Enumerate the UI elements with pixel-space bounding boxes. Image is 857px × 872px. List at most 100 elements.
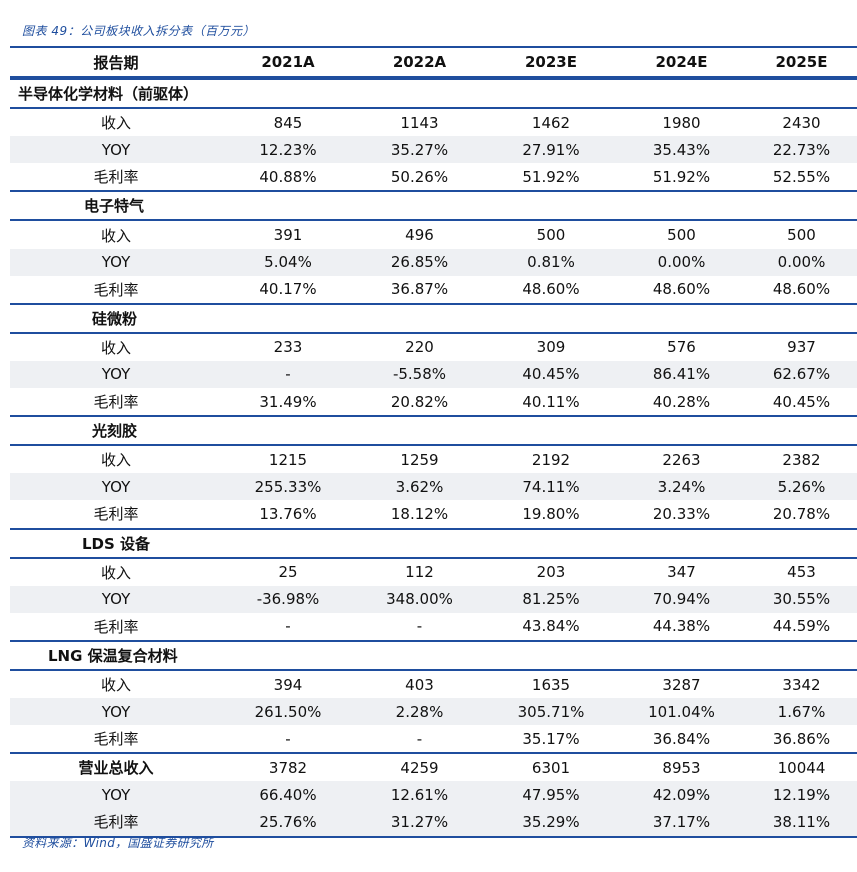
value-cell: 66.40% [259,785,317,804]
source-note: 资料来源：Wind，国盛证券研究所 [22,836,214,850]
value-cell: 12.19% [772,785,831,804]
value-cell: 31.49% [259,392,317,411]
value-cell: 13.76% [259,504,317,523]
value-cell: 203 [536,563,566,582]
value-cell: 1635 [531,675,571,694]
table-row: YOY 12.23% 35.27% 27.91% 35.43% 22.73% [10,136,857,164]
row-label: YOY [101,785,131,804]
header-cell: 2021A [261,53,315,71]
value-cell: 1462 [531,113,571,132]
value-cell: 81.25% [522,590,580,609]
row-label: 毛利率 [93,168,139,187]
row-label: 毛利率 [93,280,139,299]
value-cell: 35.27% [390,140,449,159]
value-cell: 43.84% [522,617,580,636]
header-cell: 2023E [525,53,577,71]
row-label: 营业总收入 [78,759,154,778]
value-cell: 20.78% [772,504,831,523]
value-cell: 261.50% [254,702,322,721]
row-label: 收入 [100,114,131,133]
value-cell: 2263 [662,450,701,469]
value-cell: 233 [273,338,303,357]
section-header-row: 硅微粉 [10,302,857,334]
value-cell: - [285,729,291,748]
table-row: 收入 391 496 500 500 500 [10,221,857,248]
value-cell: 2.28% [395,702,444,721]
table-row: 收入 394 403 1635 3287 3342 [10,671,857,698]
value-cell: - [416,729,423,748]
value-cell: 40.88% [259,167,317,186]
value-cell: 35.43% [652,140,711,159]
value-cell: 403 [405,675,434,694]
table-row: YOY 261.50% 2.28% 305.71% 101.04% 1.67% [10,698,857,726]
value-cell: 2430 [782,113,821,132]
table-header-row: 报告期 2021A 2022A 2023E 2024E 2025E [10,48,857,78]
value-cell: 500 [787,226,816,245]
table-row: 毛利率 25.76% 31.27% 35.29% 37.17% 38.11% [10,808,857,838]
value-cell: 40.45% [772,392,831,411]
value-cell: 101.04% [648,702,715,721]
row-label: 收入 [100,338,131,357]
value-cell: 31.27% [390,812,449,831]
value-cell: 0.81% [527,253,575,272]
row-label: YOY [101,365,131,384]
header-cell: 2024E [655,53,708,71]
section-title: LNG 保温复合材料 [48,646,178,665]
row-label: 收入 [100,563,131,582]
value-cell: 5.04% [264,253,312,272]
table-row: 毛利率 13.76% 18.12% 19.80% 20.33% 20.78% [10,500,857,527]
row-label: 毛利率 [93,393,139,412]
table-row: 收入 1215 1259 2192 2263 2382 [10,446,857,473]
value-cell: 22.73% [772,140,831,159]
value-cell: 3287 [662,675,701,694]
value-cell: 348.00% [386,590,453,609]
value-cell: 3.62% [395,477,444,496]
revenue-breakdown-table: 报告期 2021A 2022A 2023E 2024E 2025E 半导体化学材… [10,46,857,838]
value-cell: 48.60% [522,280,580,299]
section-title: 电子特气 [84,197,145,216]
table-row: 营业总收入 3782 4259 6301 8953 10044 [10,752,857,781]
header-cell: 2022A [392,53,447,71]
value-cell: 51.92% [652,167,711,186]
value-cell: 2192 [531,450,571,469]
value-cell: 255.33% [254,477,322,496]
value-cell: 48.60% [652,280,711,299]
value-cell: 391 [273,226,303,245]
value-cell: 0.00% [657,253,706,272]
value-cell: 2382 [782,450,821,469]
value-cell: 47.95% [522,785,580,804]
figure-caption: 图表 49：公司板块收入拆分表（百万元） [22,24,256,38]
value-cell: 347 [667,563,696,582]
value-cell: 35.29% [522,812,580,831]
table-row: YOY 255.33% 3.62% 74.11% 3.24% 5.26% [10,473,857,501]
value-cell: 30.55% [772,590,831,609]
section-header-row: LNG 保温复合材料 [10,639,857,671]
value-cell: 37.17% [652,812,711,831]
value-cell: 0.00% [777,253,826,272]
value-cell: 18.12% [390,504,449,523]
value-cell: - [285,617,291,636]
value-cell: 3342 [782,675,821,694]
value-cell: 845 [273,113,303,132]
section-header-row: 电子特气 [10,190,857,222]
table-row: YOY 66.40% 12.61% 47.95% 42.09% 12.19% [10,781,857,809]
section-title: 光刻胶 [92,422,138,441]
value-cell: 25.76% [259,812,317,831]
row-label: 收入 [100,451,131,470]
value-cell: 86.41% [652,365,711,384]
value-cell: 40.28% [652,392,711,411]
value-cell: 62.67% [772,365,831,384]
row-label: 毛利率 [93,617,139,636]
value-cell: 26.85% [390,253,449,272]
value-cell: 112 [405,563,434,582]
value-cell: 52.55% [772,167,831,186]
table-row: 收入 25 112 203 347 453 [10,559,857,586]
table-row: 收入 845 1143 1462 1980 2430 [10,109,857,136]
value-cell: 576 [667,338,696,357]
value-cell: -36.98% [256,590,320,609]
value-cell: 500 [536,226,566,245]
value-cell: 4259 [400,758,439,777]
table-row: YOY 5.04% 26.85% 0.81% 0.00% 0.00% [10,248,857,276]
value-cell: - [416,617,423,636]
row-label: YOY [101,253,131,272]
